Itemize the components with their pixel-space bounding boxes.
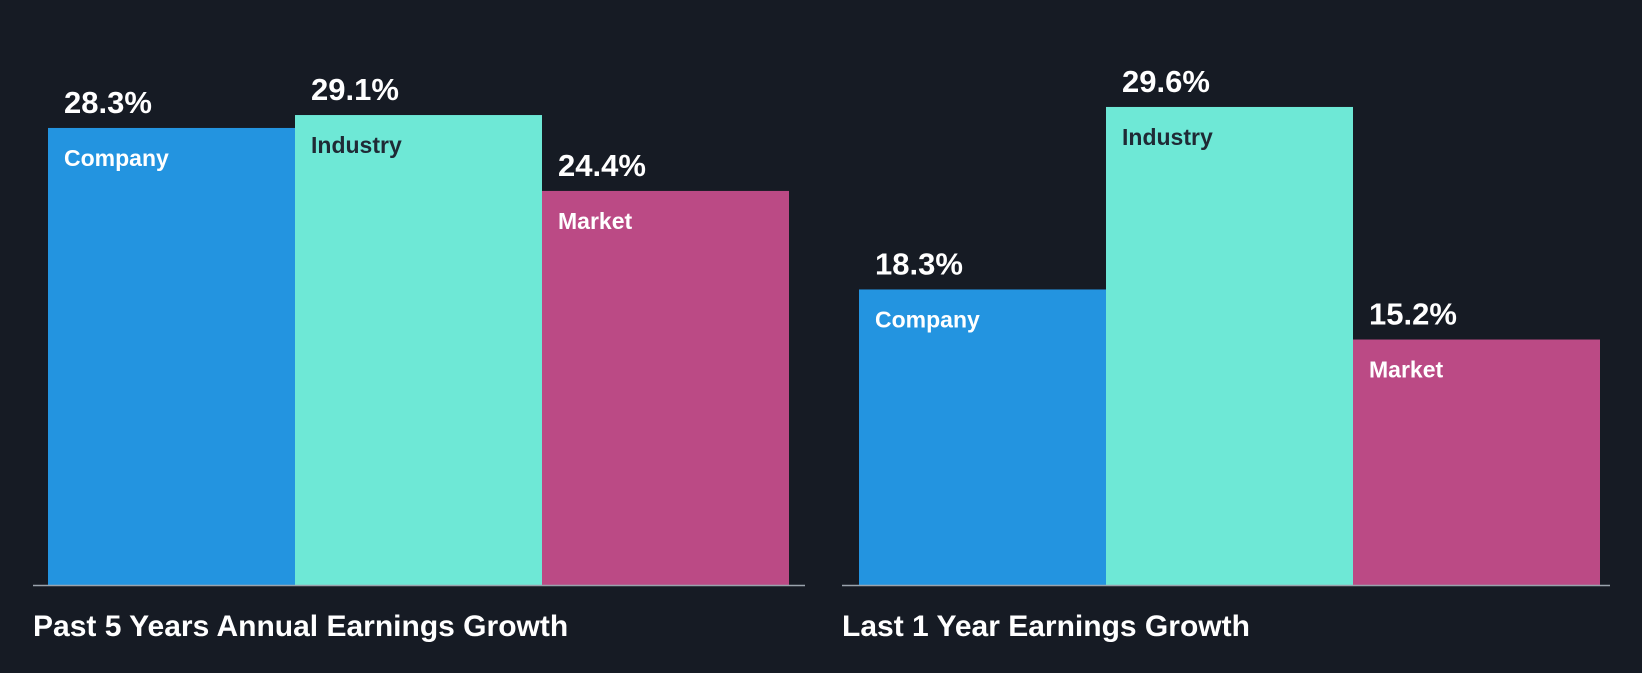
bar-industry [1106,106,1353,586]
chart-past-5-years: 28.3% Company 29.1% Industry 24.4% Market Pas… [33,72,805,643]
bar-industry [295,115,542,585]
chart-title: Past 5 Years Annual Earnings Growth [33,610,568,643]
bar-category-label-market: Market [558,208,632,234]
bars-group: 28.3% Company 29.1% Industry 24.4% Market [48,72,789,585]
value-label-market: 15.2% [1369,297,1457,332]
value-label-industry: 29.1% [311,72,399,107]
bar-category-label-company: Company [64,145,169,171]
bars-group: 18.3% Company 29.6% Industry 15.2% Market [859,64,1600,586]
bar-category-label-industry: Industry [311,132,402,158]
value-label-industry: 29.6% [1122,64,1210,99]
chart-title: Last 1 Year Earnings Growth [842,610,1250,643]
bar-market [542,190,789,585]
bar-company [48,127,295,585]
bar-category-label-market: Market [1369,357,1443,383]
bar-company [859,289,1106,585]
value-label-market: 24.4% [558,148,646,183]
value-label-company: 28.3% [64,85,152,120]
chart-last-1-year: 18.3% Company 29.6% Industry 15.2% Market Las… [842,64,1610,643]
bar-category-label-company: Company [875,306,980,332]
value-label-company: 18.3% [875,246,963,281]
bar-market [1353,339,1600,585]
bar-category-label-industry: Industry [1122,124,1213,150]
